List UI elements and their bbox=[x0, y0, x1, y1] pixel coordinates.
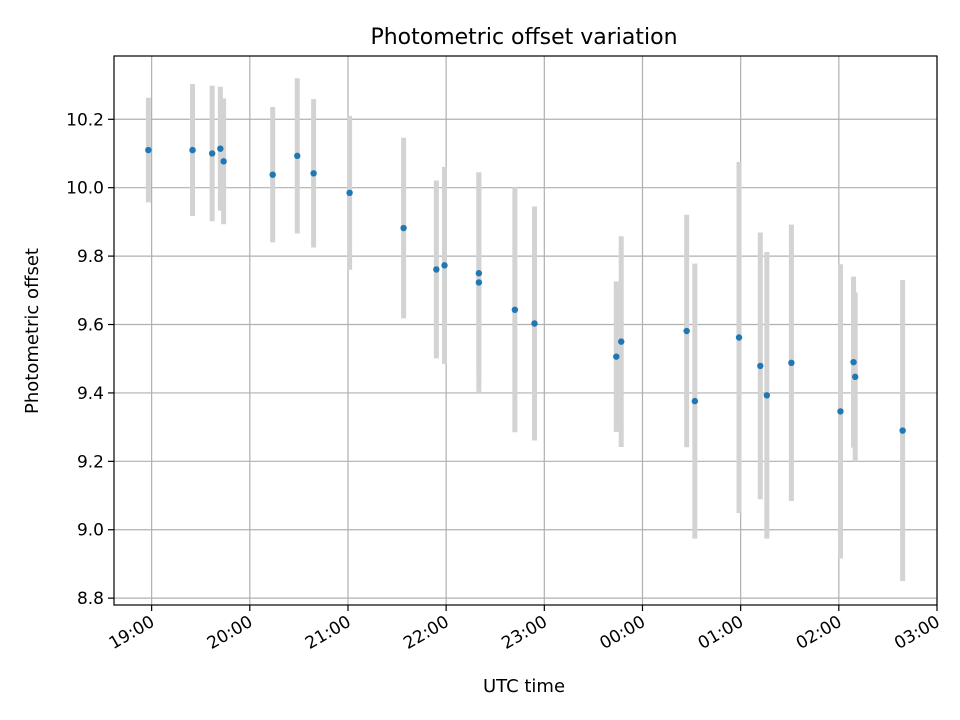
x-tick-label: 02:00 bbox=[793, 612, 845, 654]
data-point bbox=[763, 392, 771, 399]
data-point bbox=[400, 224, 407, 232]
data-point bbox=[269, 171, 276, 178]
x-tick-label: 21:00 bbox=[302, 612, 354, 654]
grid-lines bbox=[114, 56, 938, 605]
data-point bbox=[433, 266, 440, 273]
data-point bbox=[851, 373, 859, 381]
data-points bbox=[145, 145, 906, 434]
chart-title: Photometric offset variation bbox=[370, 25, 677, 50]
data-point bbox=[310, 170, 317, 177]
data-point bbox=[208, 150, 216, 157]
data-point bbox=[899, 427, 906, 434]
data-point bbox=[441, 262, 448, 269]
data-point bbox=[220, 158, 227, 165]
y-tick-label: 9.4 bbox=[77, 384, 104, 404]
x-tick-label: 22:00 bbox=[400, 612, 452, 654]
data-point bbox=[475, 270, 483, 277]
y-tick-label: 9.0 bbox=[77, 521, 104, 541]
y-tick-label: 9.6 bbox=[77, 316, 104, 336]
data-point bbox=[145, 146, 152, 154]
data-point bbox=[618, 338, 625, 345]
y-tick-label: 10.0 bbox=[66, 179, 104, 199]
data-point bbox=[346, 189, 353, 197]
data-point bbox=[189, 146, 196, 154]
data-point bbox=[511, 306, 519, 314]
x-tick-label: 00:00 bbox=[597, 612, 649, 654]
axis-ticks: 8.8 9.0 9.2 9.4 9.6 9.8 10.0 10.2 19:00 20:00 21:0… bbox=[66, 110, 943, 654]
x-tick-label: 01:00 bbox=[695, 612, 747, 654]
data-point bbox=[735, 334, 743, 341]
x-tick-label: 20:00 bbox=[204, 612, 256, 654]
data-point bbox=[613, 353, 620, 360]
x-tick-label: 19:00 bbox=[106, 612, 158, 654]
x-tick-label: 03:00 bbox=[891, 612, 943, 654]
data-point bbox=[788, 359, 795, 367]
y-tick-label: 8.8 bbox=[77, 589, 104, 609]
data-point bbox=[475, 279, 483, 286]
x-axis-label: UTC time bbox=[483, 676, 565, 697]
data-point bbox=[850, 358, 857, 366]
data-point bbox=[757, 362, 764, 370]
data-point bbox=[294, 152, 301, 160]
data-point bbox=[691, 397, 699, 405]
data-point bbox=[531, 320, 538, 327]
data-point bbox=[837, 408, 844, 415]
error-bars bbox=[145, 78, 906, 582]
data-point bbox=[217, 145, 224, 152]
data-point bbox=[683, 327, 690, 335]
y-tick-label: 9.8 bbox=[77, 247, 104, 267]
y-tick-label: 9.2 bbox=[77, 452, 104, 472]
plot-frame bbox=[113, 55, 938, 606]
y-tick-label: 10.2 bbox=[66, 110, 104, 130]
x-tick-label: 23:00 bbox=[498, 612, 550, 654]
y-axis-label: Photometric offset bbox=[22, 248, 43, 414]
